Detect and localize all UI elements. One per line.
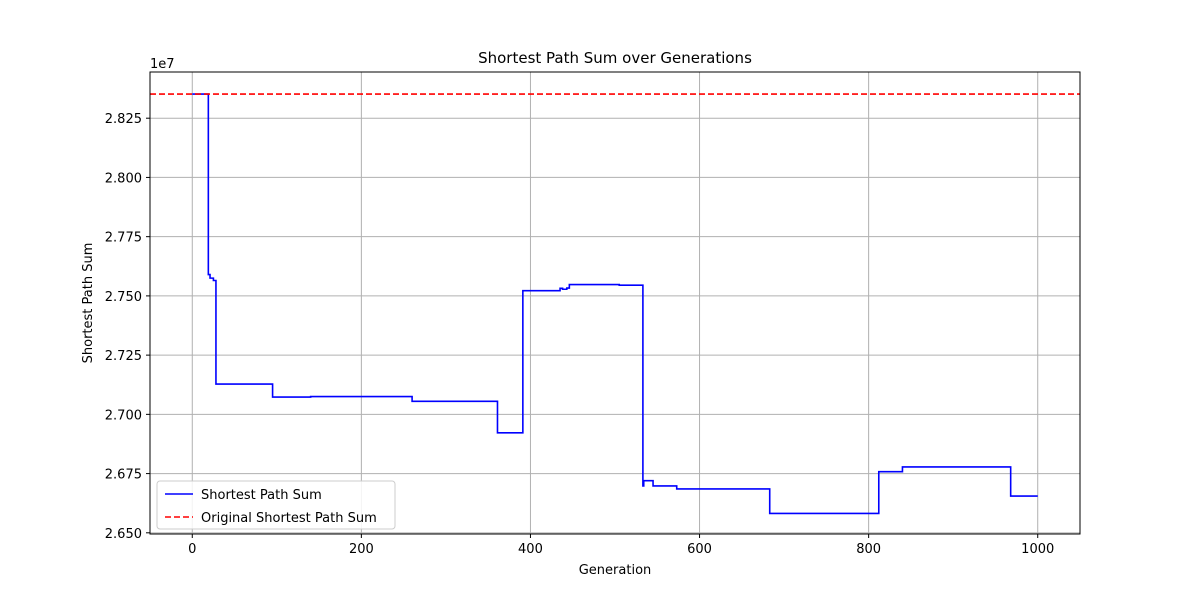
legend-box <box>156 480 396 530</box>
x-tick-label: 600 <box>687 542 712 557</box>
y-offset-label: 1e7 <box>150 57 175 72</box>
y-tick-label: 2.825 <box>105 112 142 127</box>
plot-area <box>150 93 1080 515</box>
x-tick-label: 800 <box>856 542 881 557</box>
x-tick-label: 0 <box>188 542 196 557</box>
y-tick-label: 2.725 <box>105 349 142 364</box>
x-axis-label: Generation <box>579 563 652 578</box>
x-tick-label: 1000 <box>1021 542 1054 557</box>
legend-label: Shortest Path Sum <box>201 488 322 503</box>
axes-frame <box>149 71 1081 535</box>
y-tick-label: 2.800 <box>105 171 142 186</box>
y-axis-label: Shortest Path Sum <box>81 243 96 364</box>
y-tick-label: 2.675 <box>105 468 142 483</box>
shortest-path-sum-line <box>192 93 1038 515</box>
grid <box>150 72 1080 534</box>
legend-label: Original Shortest Path Sum <box>201 511 377 526</box>
x-tick-label: 200 <box>349 542 374 557</box>
y-tick-label: 2.700 <box>105 408 142 423</box>
y-tick-label: 2.650 <box>105 527 142 542</box>
chart-title: Shortest Path Sum over Generations <box>478 49 752 67</box>
x-tick-label: 400 <box>518 542 543 557</box>
ticks: 0 200 400 600 800 1000 2.650 2.675 2.700 2.725 2.7… <box>105 112 1054 557</box>
y-tick-label: 2.750 <box>105 290 142 305</box>
legend: Shortest Path Sum Original Shortest Path … <box>156 480 396 530</box>
y-tick-label: 2.775 <box>105 231 142 246</box>
